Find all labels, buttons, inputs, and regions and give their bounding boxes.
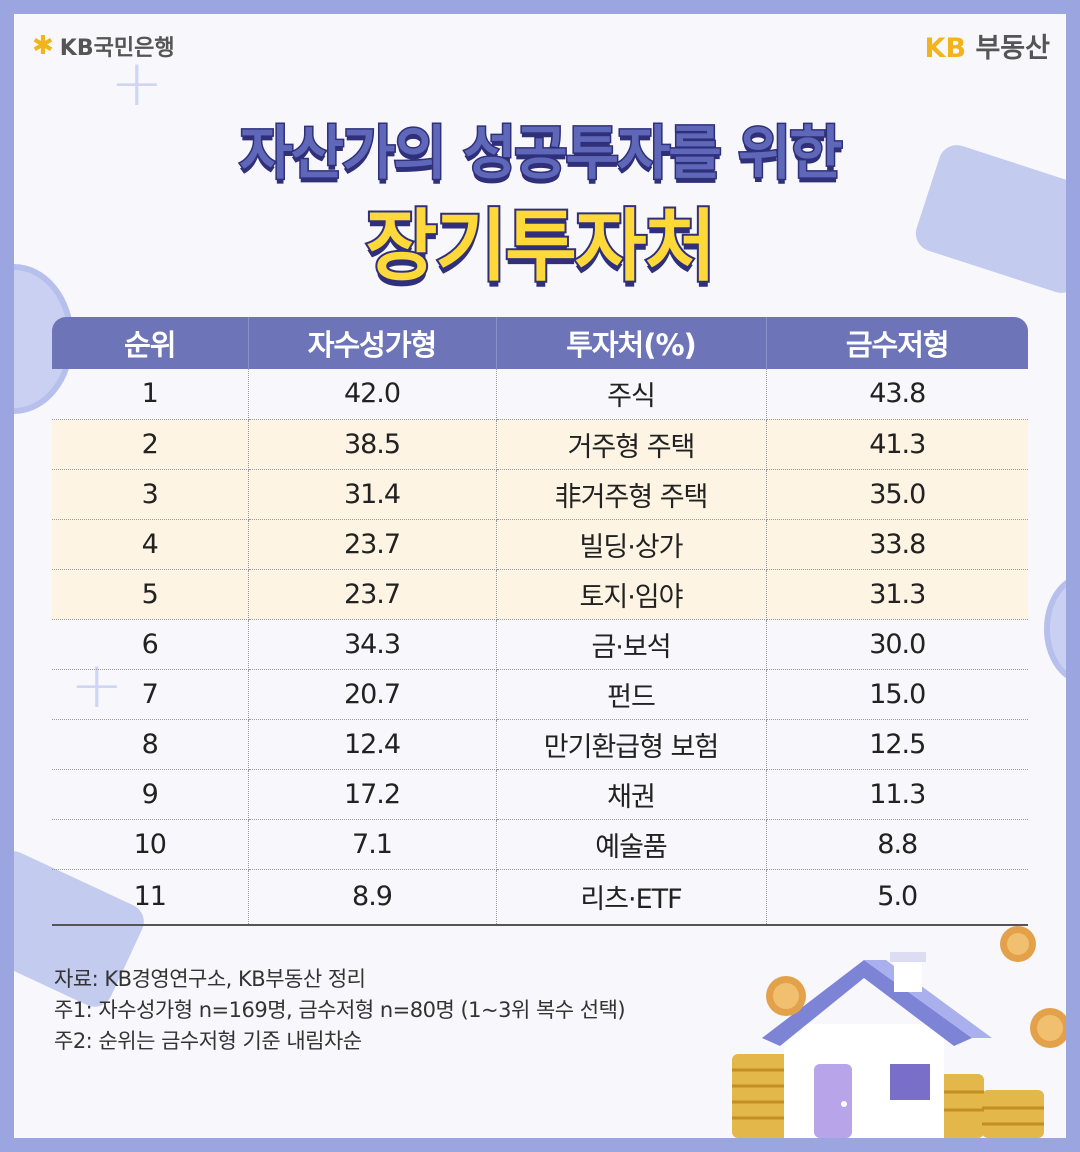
table-row: 1 42.0 주식 43.8 — [52, 369, 1028, 420]
table-header-row: 순위 자수성가형 투자처(%) 금수저형 — [52, 317, 1028, 369]
kb-kookmin-bank-label: KB국민은행 — [59, 36, 175, 61]
cell-investment-item: 만기환급형 보험 — [496, 719, 767, 770]
title-line-2: 장기투자처 — [364, 200, 719, 294]
cell-rank: 11 — [52, 869, 249, 926]
kb-kookmin-bank-logo: ✱ KB국민은행 — [32, 30, 175, 62]
cell-rank: 9 — [52, 769, 249, 820]
cell-self-made: 20.7 — [248, 669, 497, 720]
header-investment-item: 투자처(%) — [496, 317, 767, 369]
table-row: 6 34.3 금·보석 30.0 — [52, 619, 1028, 670]
cell-investment-item: 주식 — [496, 369, 767, 420]
table-row: 8 12.4 만기환급형 보험 12.5 — [52, 719, 1028, 770]
table-row: 7 20.7 펀드 15.0 — [52, 669, 1028, 720]
cell-self-made: 23.7 — [248, 519, 497, 570]
cell-rank: 5 — [52, 569, 249, 620]
note-1: 주1: 자수성가형 n=169명, 금수저형 n=80명 (1~3위 복수 선택… — [54, 998, 626, 1022]
coin-stack-icon — [928, 1074, 1044, 1138]
coin-decoration-icon — [1044, 574, 1066, 684]
header-rank: 순위 — [52, 317, 249, 369]
cell-inherited: 15.0 — [766, 669, 1028, 720]
cell-self-made: 17.2 — [248, 769, 497, 820]
table-row: 9 17.2 채권 11.3 — [52, 769, 1028, 820]
kb-real-estate-logo: KB 부동산 — [925, 26, 1050, 65]
cell-investment-item: 非거주형 주택 — [496, 469, 767, 520]
cell-rank: 10 — [52, 819, 249, 870]
header-inherited: 금수저형 — [766, 317, 1028, 369]
cell-investment-item: 금·보석 — [496, 619, 767, 670]
cell-inherited: 41.3 — [766, 419, 1028, 470]
footnotes: 자료: KB경영연구소, KB부동산 정리 주1: 자수성가형 n=169명, … — [54, 964, 626, 1057]
cell-inherited: 31.3 — [766, 569, 1028, 620]
cell-self-made: 23.7 — [248, 569, 497, 620]
infographic-card: + + ✱ KB국민은행 KB 부동산 자산가의 성공투자를 위한 장기투자처 … — [14, 14, 1066, 1138]
cell-investment-item: 빌딩·상가 — [496, 519, 767, 570]
coin-stack-icon — [732, 1054, 790, 1138]
cell-self-made: 7.1 — [248, 819, 497, 870]
cell-investment-item: 채권 — [496, 769, 767, 820]
floating-coin-icon — [766, 926, 1066, 1048]
cell-self-made: 31.4 — [248, 469, 497, 520]
title-line-1: 자산가의 성공투자를 위한 — [238, 118, 844, 189]
cell-self-made: 38.5 — [248, 419, 497, 470]
cell-inherited: 11.3 — [766, 769, 1028, 820]
header-self-made: 자수성가형 — [248, 317, 497, 369]
cell-rank: 6 — [52, 619, 249, 670]
note-2: 주2: 순위는 금수저형 기준 내림차순 — [54, 1029, 362, 1053]
cell-investment-item: 리츠·ETF — [496, 869, 767, 926]
cell-inherited: 8.8 — [766, 819, 1028, 870]
cell-investment-item: 토지·임야 — [496, 569, 767, 620]
cell-self-made: 34.3 — [248, 619, 497, 670]
source-note: 자료: KB경영연구소, KB부동산 정리 — [54, 967, 366, 991]
cell-self-made: 12.4 — [248, 719, 497, 770]
cell-inherited: 33.8 — [766, 519, 1028, 570]
kb-real-estate-logo-text: 부동산 — [975, 33, 1050, 64]
cell-rank: 1 — [52, 369, 249, 420]
cell-inherited: 5.0 — [766, 869, 1028, 926]
cell-inherited: 12.5 — [766, 719, 1028, 770]
table-row: 5 23.7 토지·임야 31.3 — [52, 569, 1028, 620]
cell-investment-item: 거주형 주택 — [496, 419, 767, 470]
cell-inherited: 35.0 — [766, 469, 1028, 520]
cell-investment-item: 펀드 — [496, 669, 767, 720]
kb-real-estate-logo-kb: KB — [924, 33, 967, 64]
kb-star-icon: ✱ — [32, 31, 54, 61]
table-row: 4 23.7 빌딩·상가 33.8 — [52, 519, 1028, 570]
cell-investment-item: 예술품 — [496, 819, 767, 870]
table-row: 10 7.1 예술품 8.8 — [52, 819, 1028, 870]
table-row: 3 31.4 非거주형 주택 35.0 — [52, 469, 1028, 520]
cell-rank: 2 — [52, 419, 249, 470]
cell-rank: 8 — [52, 719, 249, 770]
house-with-coins-icon — [732, 926, 1066, 1138]
investment-table: 순위 자수성가형 투자처(%) 금수저형 1 42.0 주식 43.8 2 38.5 거주형… — [52, 317, 1028, 926]
cell-inherited: 43.8 — [766, 369, 1028, 420]
plus-decoration-icon: + — [110, 47, 164, 121]
table-row: 2 38.5 거주형 주택 41.3 — [52, 419, 1028, 470]
cell-inherited: 30.0 — [766, 619, 1028, 670]
cell-rank: 3 — [52, 469, 249, 520]
cell-rank: 7 — [52, 669, 249, 720]
table-row: 11 8.9 리츠·ETF 5.0 — [52, 869, 1028, 926]
cell-self-made: 8.9 — [248, 869, 497, 926]
cell-rank: 4 — [52, 519, 249, 570]
cell-self-made: 42.0 — [248, 369, 497, 420]
